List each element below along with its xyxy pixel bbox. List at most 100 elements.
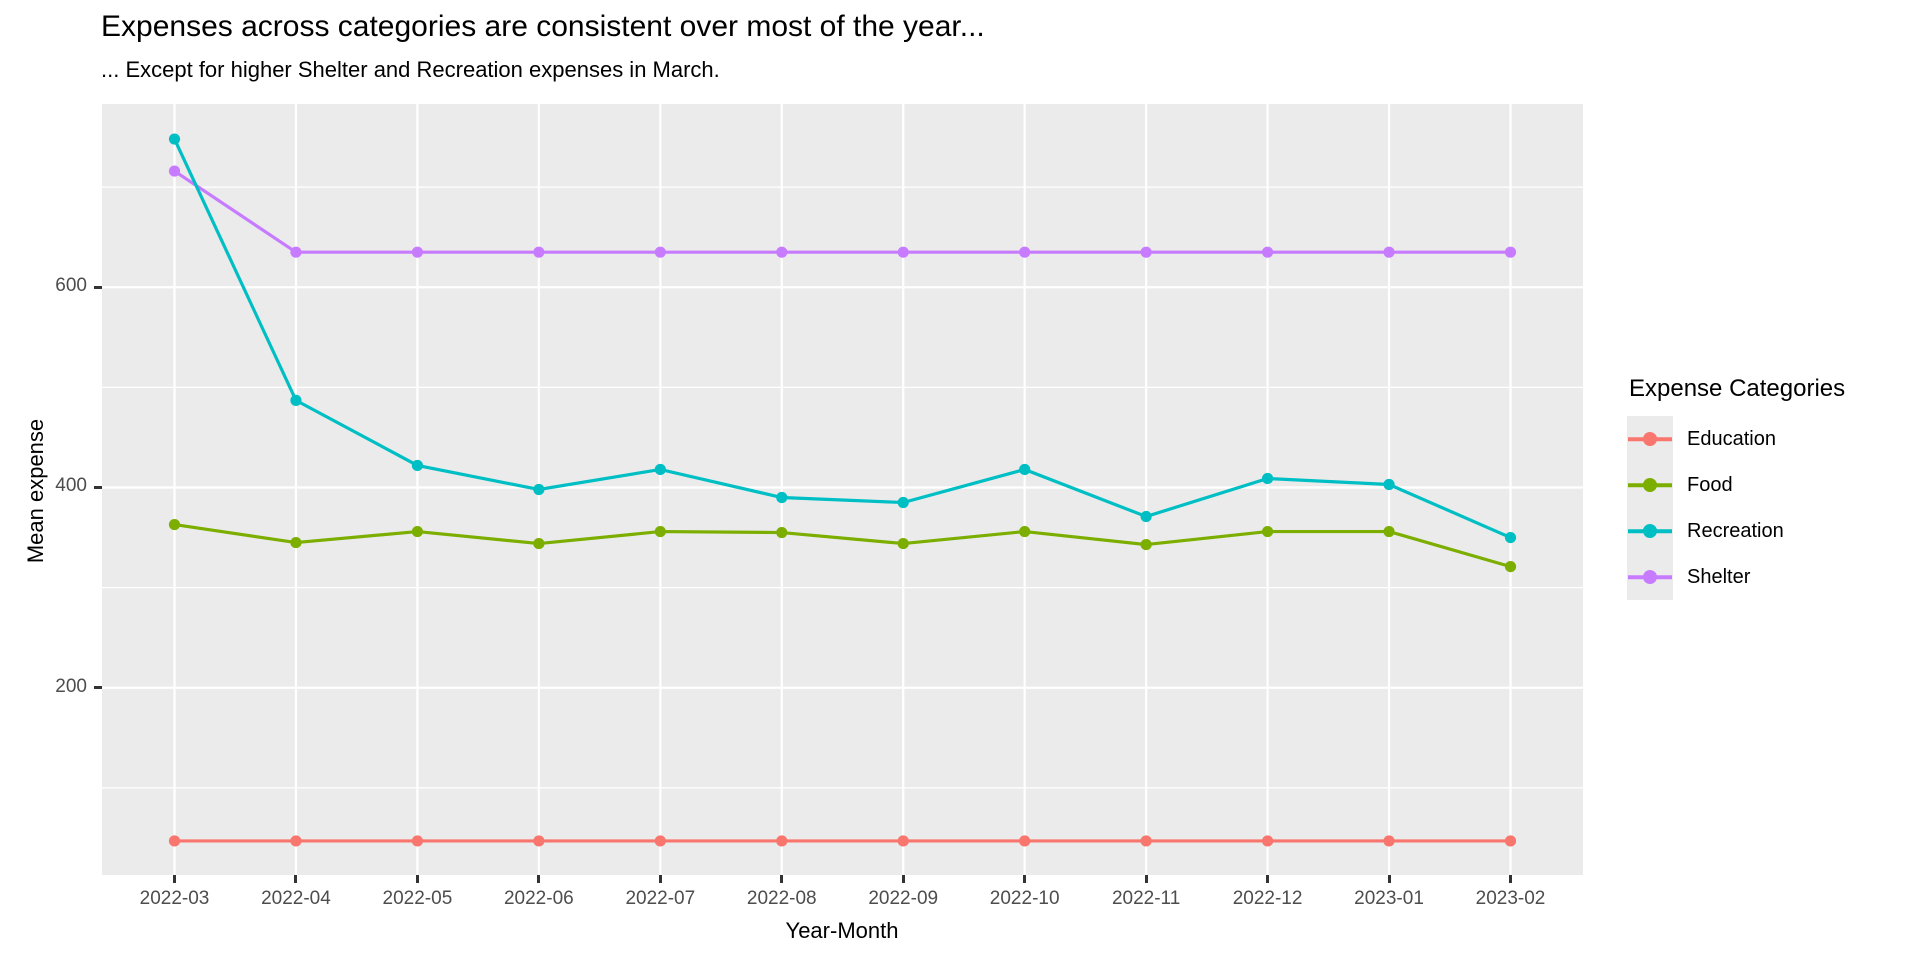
- education-point-2022-08: [776, 835, 788, 847]
- x-tick-mark: [658, 875, 662, 883]
- education-point-2022-11: [1140, 835, 1152, 847]
- shelter-point-2022-09: [897, 246, 909, 258]
- x-tick-mark: [294, 875, 298, 883]
- legend-item-shelter: Shelter: [1627, 554, 1845, 600]
- education-point-2022-03: [168, 835, 181, 847]
- x-tick-label: 2022-11: [1111, 888, 1181, 909]
- recreation-point-2022-08: [776, 491, 788, 504]
- x-tick-mark: [1387, 875, 1391, 883]
- x-tick-mark: [780, 875, 784, 883]
- legend-label-shelter: Shelter: [1687, 565, 1751, 588]
- food-point-2023-01: [1383, 525, 1395, 538]
- chart-subtitle: ... Except for higher Shelter and Recrea…: [101, 57, 720, 82]
- x-tick-label: 2022-08: [746, 888, 817, 909]
- recreation-point-2022-09: [897, 496, 909, 509]
- recreation-point-2022-05: [411, 459, 424, 472]
- education-point-2022-05: [411, 835, 424, 847]
- education-point-2023-02: [1504, 835, 1517, 847]
- x-tick-label: 2022-07: [625, 888, 696, 909]
- recreation-point-2022-06: [533, 483, 545, 496]
- food-point-2022-09: [897, 537, 909, 550]
- recreation-point-2022-03: [168, 133, 181, 145]
- x-tick-label: 2022-12: [1232, 888, 1303, 909]
- x-tick-mark: [1023, 875, 1027, 883]
- food-point-2022-07: [654, 525, 666, 538]
- education-point-2022-04: [290, 835, 302, 847]
- shelter-point-2022-10: [1019, 246, 1031, 258]
- food-legend-key-icon: [1627, 462, 1673, 508]
- x-tick-mark: [173, 875, 176, 883]
- chart-title: Expenses across categories are consisten…: [101, 10, 985, 43]
- x-tick-label: 2023-01: [1354, 888, 1424, 909]
- recreation-point-2022-12: [1261, 472, 1274, 485]
- food-point-2022-11: [1140, 538, 1152, 551]
- y-tick-mark: [94, 686, 102, 690]
- legend-label-food: Food: [1687, 473, 1733, 496]
- x-tick-mark: [537, 875, 541, 883]
- shelter-point-2022-08: [776, 246, 788, 258]
- x-tick-label: 2022-04: [261, 888, 331, 909]
- series-line-recreation: [173, 138, 1512, 540]
- food-point-2022-12: [1261, 525, 1274, 538]
- y-tick-label: 600: [55, 275, 87, 297]
- food-point-2022-05: [411, 525, 424, 538]
- education-point-2022-10: [1019, 835, 1031, 847]
- plot-svg: [102, 104, 1583, 875]
- recreation-point-2023-02: [1504, 531, 1517, 544]
- recreation-legend-key-icon: [1627, 508, 1673, 554]
- education-point-2022-09: [897, 835, 909, 847]
- education-point-2023-01: [1383, 835, 1395, 847]
- y-tick-label: 200: [55, 675, 87, 697]
- recreation-point-2023-01: [1383, 478, 1395, 491]
- food-point-2022-04: [290, 536, 302, 549]
- education-point-2022-06: [533, 835, 545, 847]
- education-point-2022-12: [1261, 835, 1274, 847]
- legend-item-food: Food: [1627, 462, 1845, 508]
- x-tick-label: 2022-10: [989, 888, 1060, 909]
- legend-label-education: Education: [1687, 427, 1776, 450]
- shelter-point-2022-12: [1261, 246, 1274, 258]
- shelter-point-2022-11: [1140, 246, 1152, 258]
- recreation-point-2022-07: [654, 463, 666, 476]
- y-tick-mark: [94, 485, 102, 489]
- y-tick-mark: [94, 285, 102, 289]
- education-point-2022-07: [654, 835, 666, 847]
- food-point-2022-06: [533, 537, 545, 550]
- shelter-point-2022-03: [168, 165, 181, 177]
- legend-title: Expense Categories: [1629, 375, 1846, 402]
- x-tick-mark: [1509, 875, 1512, 883]
- shelter-legend-key-icon: [1627, 554, 1673, 600]
- legend: Expense Categories Education Food Recrea…: [1627, 375, 1845, 600]
- series-line-food: [174, 522, 1511, 569]
- food-point-2022-08: [776, 526, 788, 539]
- y-tick-label: 400: [55, 475, 87, 497]
- x-tick-label: 2022-09: [868, 888, 939, 909]
- education-legend-key-icon: [1627, 416, 1673, 462]
- legend-item-education: Education: [1627, 416, 1845, 462]
- shelter-point-2022-06: [533, 246, 545, 258]
- x-tick-mark: [901, 875, 905, 883]
- shelter-point-2022-04: [290, 246, 302, 258]
- shelter-point-2023-01: [1383, 246, 1395, 258]
- shelter-point-2022-05: [411, 246, 424, 258]
- food-point-2022-03: [168, 518, 181, 531]
- x-tick-mark: [1266, 875, 1270, 883]
- x-tick-label: 2022-05: [382, 888, 453, 909]
- plot-panel: [102, 104, 1583, 875]
- recreation-point-2022-10: [1019, 463, 1031, 476]
- x-tick-label: 2022-03: [139, 888, 210, 909]
- legend-label-recreation: Recreation: [1687, 519, 1784, 542]
- shelter-point-2023-02: [1504, 246, 1517, 258]
- x-axis-title: Year-Month: [785, 918, 899, 943]
- recreation-point-2022-11: [1140, 510, 1152, 523]
- x-tick-mark: [1144, 875, 1148, 883]
- recreation-point-2022-04: [290, 394, 302, 406]
- x-tick-label: 2022-06: [503, 888, 574, 909]
- food-point-2022-10: [1019, 525, 1031, 538]
- food-point-2023-02: [1504, 561, 1517, 573]
- x-tick-mark: [415, 875, 419, 883]
- shelter-point-2022-07: [654, 246, 666, 258]
- legend-item-recreation: Recreation: [1627, 508, 1845, 554]
- series-line-shelter: [173, 169, 1511, 254]
